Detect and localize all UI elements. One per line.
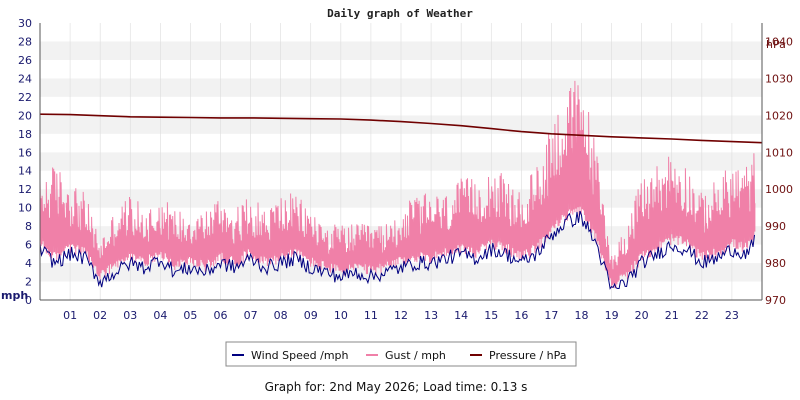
- right-tick-label: 970: [765, 294, 786, 307]
- right-axis-unit: hPa: [766, 38, 786, 51]
- legend-label: Wind Speed /mph: [251, 349, 349, 362]
- left-tick-label: 22: [18, 91, 32, 104]
- legend-label: Pressure / hPa: [489, 349, 567, 362]
- left-tick-label: 20: [18, 109, 32, 122]
- x-tick-label: 19: [605, 309, 619, 322]
- x-tick-label: 14: [454, 309, 468, 322]
- right-tick-label: 980: [765, 257, 786, 270]
- left-tick-label: 14: [18, 165, 32, 178]
- series-pressure-line: [39, 113, 763, 144]
- x-tick-label: 07: [244, 309, 258, 322]
- series-wind-speed-line: [39, 210, 755, 290]
- series-gust-line: [39, 80, 756, 289]
- left-tick-label: 4: [25, 257, 32, 270]
- x-tick-label: 02: [93, 309, 107, 322]
- right-tick-label: 1020: [765, 109, 793, 122]
- x-tick-label: 05: [183, 309, 197, 322]
- x-tick-label: 12: [394, 309, 408, 322]
- left-axis-unit: mph: [1, 289, 28, 302]
- left-tick-label: 0: [25, 294, 32, 307]
- legend-box: [225, 341, 577, 367]
- left-tick-label: 24: [18, 72, 32, 85]
- x-axis-ticks: 01 02 03 04 05 06 07 08 09 10 11 12 13 14 15 16 17 18 19 20…: [63, 309, 739, 322]
- x-tick-label: 10: [334, 309, 348, 322]
- legend-items: Wind Speed /mph Gust / mph Pressure / hPa: [232, 349, 567, 362]
- x-tick-label: 22: [695, 309, 709, 322]
- x-tick-label: 13: [424, 309, 438, 322]
- left-tick-label: 2: [25, 276, 32, 289]
- x-tick-label: 08: [274, 309, 288, 322]
- x-tick-label: 03: [123, 309, 137, 322]
- series-layer: [39, 80, 763, 290]
- axes-layer: [39, 23, 763, 301]
- right-tick-label: 1030: [765, 72, 793, 85]
- x-tick-label: 06: [214, 309, 228, 322]
- x-tick-label: 17: [544, 309, 558, 322]
- x-tick-label: 21: [665, 309, 679, 322]
- left-tick-label: 18: [18, 128, 32, 141]
- right-tick-label: 1000: [765, 183, 793, 196]
- legend-label: Gust / mph: [385, 349, 446, 362]
- footer-text: Graph for: 2nd May 2026; Load time: 0.13…: [265, 380, 528, 394]
- x-tick-label: 23: [725, 309, 739, 322]
- x-tick-label: 18: [575, 309, 589, 322]
- x-tick-label: 01: [63, 309, 77, 322]
- left-tick-label: 16: [18, 146, 32, 159]
- left-tick-label: 6: [25, 239, 32, 252]
- chart-title: Daily graph of Weather: [327, 7, 473, 20]
- left-tick-label: 10: [18, 202, 32, 215]
- x-tick-label: 20: [635, 309, 649, 322]
- left-tick-label: 8: [25, 220, 32, 233]
- left-tick-label: 28: [18, 35, 32, 48]
- left-tick-label: 26: [18, 54, 32, 67]
- x-tick-label: 04: [153, 309, 167, 322]
- x-tick-label: 11: [364, 309, 378, 322]
- left-tick-label: 12: [18, 183, 32, 196]
- x-tick-label: 16: [514, 309, 528, 322]
- x-tick-label: 09: [304, 309, 318, 322]
- right-tick-label: 1040: [765, 35, 793, 48]
- right-tick-label: 990: [765, 220, 786, 233]
- right-tick-label: 1010: [765, 146, 793, 159]
- legend: Wind Speed /mph Gust / mph Pressure / hPa: [225, 341, 577, 367]
- right-axis-ticks: 970 980 990 1000 1010 1020 1030 1040: [765, 35, 793, 307]
- x-tick-label: 15: [484, 309, 498, 322]
- left-tick-label: 30: [18, 17, 32, 30]
